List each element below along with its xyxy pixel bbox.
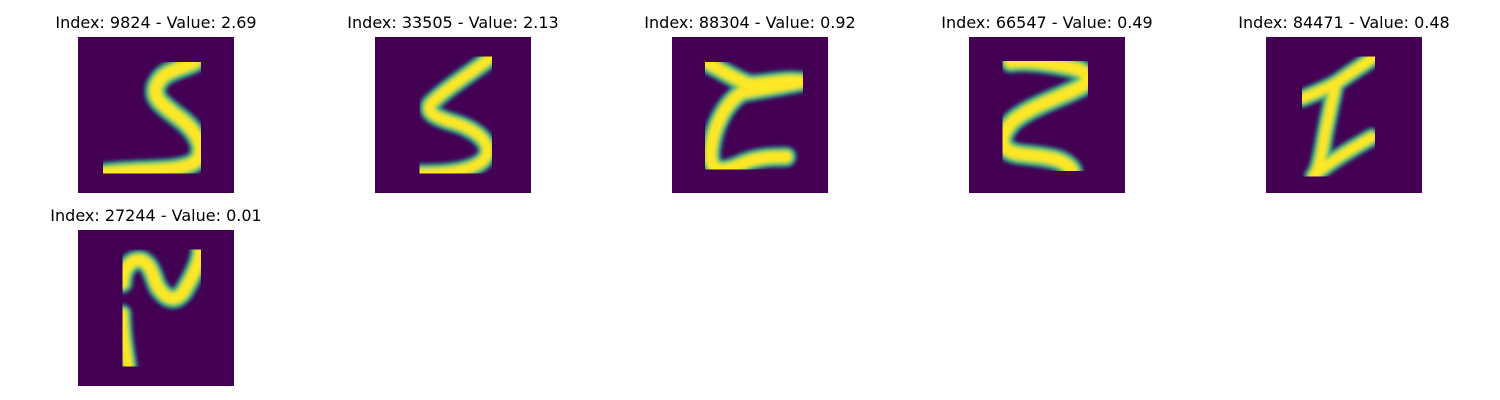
panel-title: Index: 88304 - Value: 0.92 xyxy=(644,13,856,32)
digit-image xyxy=(969,37,1125,193)
panel-title: Index: 33505 - Value: 2.13 xyxy=(347,13,559,32)
panel-title: Index: 27244 - Value: 0.01 xyxy=(50,206,262,225)
digit-image xyxy=(375,37,531,193)
digit-image xyxy=(672,37,828,193)
image-panel: Index: 27244 - Value: 0.01 xyxy=(50,206,262,386)
panel-title: Index: 84471 - Value: 0.48 xyxy=(1238,13,1450,32)
digit-image xyxy=(1266,37,1422,193)
image-panel: Index: 9824 - Value: 2.69 xyxy=(55,13,257,193)
image-panel: Index: 33505 - Value: 2.13 xyxy=(347,13,559,193)
digit-image xyxy=(78,230,234,386)
panel-title: Index: 9824 - Value: 2.69 xyxy=(55,13,257,32)
image-panel: Index: 66547 - Value: 0.49 xyxy=(941,13,1153,193)
image-panel: Index: 88304 - Value: 0.92 xyxy=(644,13,856,193)
digit-image xyxy=(78,37,234,193)
panel-title: Index: 66547 - Value: 0.49 xyxy=(941,13,1153,32)
image-panel: Index: 84471 - Value: 0.48 xyxy=(1238,13,1450,193)
